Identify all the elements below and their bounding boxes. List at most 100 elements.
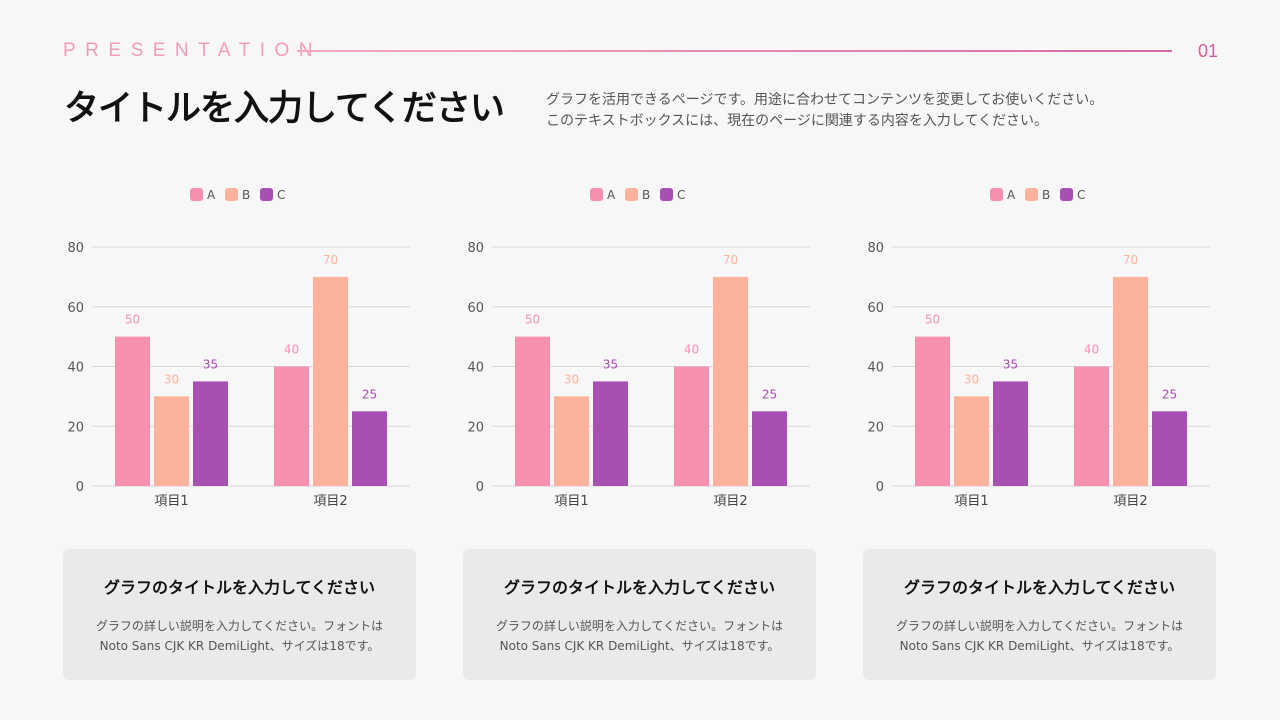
legend-swatch-a	[590, 188, 603, 201]
bar-a-2	[1074, 366, 1109, 486]
data-label: 25	[762, 387, 777, 401]
y-tick-label: 20	[67, 420, 84, 435]
chart-card-1: グラフのタイトルを入力してください グラフの詳しい説明を入力してください。フォン…	[63, 549, 416, 680]
bar-b-2	[713, 276, 748, 486]
y-tick-label: 20	[467, 420, 484, 435]
y-tick-label: 60	[67, 301, 84, 316]
data-label: 40	[284, 343, 299, 357]
y-tick-label: 40	[867, 361, 884, 376]
data-label: 40	[1084, 343, 1099, 357]
page-title: タイトルを入力してください	[64, 89, 505, 129]
data-label: 35	[1003, 357, 1018, 371]
bar-c-2	[1152, 411, 1187, 486]
legend-label-a: A	[1007, 188, 1016, 202]
brand-label: PRESENTATION	[63, 40, 322, 61]
data-label: 30	[564, 372, 579, 386]
card-title: グラフのタイトルを入力してください	[103, 578, 376, 597]
legend-label-c: C	[677, 188, 685, 202]
x-tick-label: 項目1	[154, 494, 188, 509]
legend-swatch-b	[225, 188, 238, 201]
legend-swatch-a	[190, 188, 203, 201]
legend-swatch-c	[660, 188, 673, 201]
legend-label-a: A	[607, 188, 616, 202]
data-label: 35	[603, 357, 618, 371]
bar-c-2	[752, 411, 787, 486]
x-tick-label: 項目2	[1113, 494, 1147, 509]
card-text: グラフの詳しい説明を入力してください。フォントは Noto Sans CJK KR…	[463, 616, 816, 656]
card-text: グラフの詳しい説明を入力してください。フォントは Noto Sans CJK KR…	[63, 616, 416, 656]
data-label: 70	[1123, 253, 1138, 267]
bar-chart-1: A B C 0 20 40 60 80 50 30 35 項目1 40 70 25 項目2	[60, 180, 420, 510]
data-label: 50	[525, 313, 540, 327]
legend-label-b: B	[642, 188, 650, 202]
legend-label-b: B	[242, 188, 250, 202]
data-label: 70	[323, 253, 338, 267]
legend-label-a: A	[207, 188, 216, 202]
data-label: 50	[925, 313, 940, 327]
chart-card-3: グラフのタイトルを入力してください グラフの詳しい説明を入力してください。フォン…	[863, 549, 1216, 680]
data-label: 25	[1162, 387, 1177, 401]
legend-swatch-a	[990, 188, 1003, 201]
data-label: 40	[684, 343, 699, 357]
y-tick-label: 40	[67, 361, 84, 376]
y-tick-label: 80	[67, 241, 84, 256]
x-tick-label: 項目2	[313, 494, 347, 509]
legend-swatch-c	[260, 188, 273, 201]
y-tick-label: 60	[867, 301, 884, 316]
y-tick-label: 20	[867, 420, 884, 435]
bar-c-1	[193, 381, 228, 486]
legend-label-b: B	[1042, 188, 1050, 202]
bar-chart-2: A B C 0 20 40 60 80 50 30 35 項目1 40 70 25 項目2	[460, 180, 820, 510]
data-label: 70	[723, 253, 738, 267]
chart-card-2: グラフのタイトルを入力してください グラフの詳しい説明を入力してください。フォン…	[463, 549, 816, 680]
bar-b-1	[954, 396, 989, 486]
page-number: 01	[1198, 41, 1219, 61]
card-text-line: Noto Sans CJK KR DemiLight、サイズは18です。	[899, 639, 1180, 653]
card-text-line: グラフの詳しい説明を入力してください。フォントは	[895, 619, 1184, 633]
data-label: 30	[164, 372, 179, 386]
y-tick-label: 80	[467, 241, 484, 256]
card-text-line: Noto Sans CJK KR DemiLight、サイズは18です。	[99, 639, 380, 653]
data-label: 25	[362, 387, 377, 401]
x-tick-label: 項目2	[713, 494, 747, 509]
description-line: グラフを活用できるページです。用途に合わせてコンテンツを変更してお使いください。	[546, 92, 1104, 108]
card-text: グラフの詳しい説明を入力してください。フォントは Noto Sans CJK KR…	[863, 616, 1216, 656]
bar-c-1	[993, 381, 1028, 486]
bar-c-1	[593, 381, 628, 486]
y-tick-label: 40	[467, 361, 484, 376]
card-title: グラフのタイトルを入力してください	[503, 578, 776, 597]
card-text-line: グラフの詳しい説明を入力してください。フォントは	[495, 619, 784, 633]
header-divider	[297, 50, 1172, 52]
card-title: グラフのタイトルを入力してください	[903, 578, 1176, 597]
bar-b-1	[554, 396, 589, 486]
bar-b-2	[313, 276, 348, 486]
bar-b-1	[154, 396, 189, 486]
y-tick-label: 0	[876, 480, 884, 495]
legend-label-c: C	[277, 188, 285, 202]
bar-a-2	[674, 366, 709, 486]
y-tick-label: 80	[867, 241, 884, 256]
bar-b-2	[1113, 276, 1148, 486]
legend-swatch-b	[1025, 188, 1038, 201]
bar-a-1	[915, 336, 950, 486]
legend-label-c: C	[1077, 188, 1085, 202]
card-text-line: グラフの詳しい説明を入力してください。フォントは	[95, 619, 384, 633]
y-tick-label: 0	[476, 480, 484, 495]
y-tick-label: 60	[467, 301, 484, 316]
legend-swatch-c	[1060, 188, 1073, 201]
data-label: 35	[203, 357, 218, 371]
bar-a-1	[115, 336, 150, 486]
legend-swatch-b	[625, 188, 638, 201]
x-tick-label: 項目1	[554, 494, 588, 509]
y-tick-label: 0	[76, 480, 84, 495]
card-text-line: Noto Sans CJK KR DemiLight、サイズは18です。	[499, 639, 780, 653]
bar-a-2	[274, 366, 309, 486]
description-line: このテキストボックスには、現在のページに関連する内容を入力してください。	[546, 113, 1049, 129]
bar-c-2	[352, 411, 387, 486]
page-description: グラフを活用できるページです。用途に合わせてコンテンツを変更してお使いください。…	[546, 90, 1103, 132]
bar-chart-3: A B C 0 20 40 60 80 50 30 35 項目1 40 70 25 項目2	[860, 180, 1220, 510]
data-label: 50	[125, 313, 140, 327]
data-label: 30	[964, 372, 979, 386]
x-tick-label: 項目1	[954, 494, 988, 509]
bar-a-1	[515, 336, 550, 486]
